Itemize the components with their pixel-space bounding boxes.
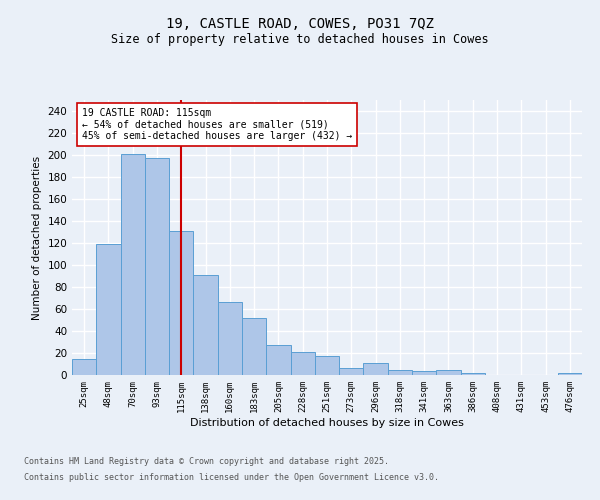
- Bar: [266, 346, 290, 375]
- Bar: [461, 373, 485, 375]
- Bar: [436, 370, 461, 375]
- Bar: [145, 158, 169, 375]
- Bar: [193, 275, 218, 375]
- Text: 19, CASTLE ROAD, COWES, PO31 7QZ: 19, CASTLE ROAD, COWES, PO31 7QZ: [166, 18, 434, 32]
- Bar: [290, 352, 315, 375]
- Bar: [388, 370, 412, 375]
- Bar: [121, 154, 145, 375]
- Text: Contains public sector information licensed under the Open Government Licence v3: Contains public sector information licen…: [24, 472, 439, 482]
- Text: Contains HM Land Registry data © Crown copyright and database right 2025.: Contains HM Land Registry data © Crown c…: [24, 458, 389, 466]
- Bar: [218, 302, 242, 375]
- Bar: [339, 368, 364, 375]
- Bar: [315, 356, 339, 375]
- Y-axis label: Number of detached properties: Number of detached properties: [32, 156, 42, 320]
- Bar: [96, 244, 121, 375]
- X-axis label: Distribution of detached houses by size in Cowes: Distribution of detached houses by size …: [190, 418, 464, 428]
- Bar: [412, 370, 436, 375]
- Text: Size of property relative to detached houses in Cowes: Size of property relative to detached ho…: [111, 32, 489, 46]
- Bar: [364, 363, 388, 375]
- Bar: [72, 358, 96, 375]
- Bar: [558, 373, 582, 375]
- Bar: [242, 318, 266, 375]
- Bar: [169, 231, 193, 375]
- Text: 19 CASTLE ROAD: 115sqm
← 54% of detached houses are smaller (519)
45% of semi-de: 19 CASTLE ROAD: 115sqm ← 54% of detached…: [82, 108, 352, 142]
